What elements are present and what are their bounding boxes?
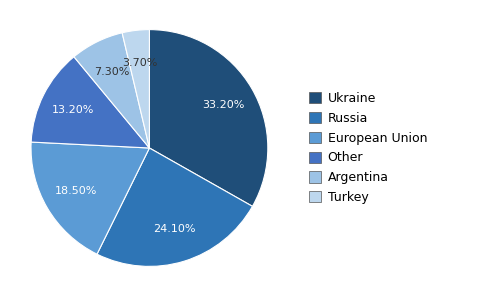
Text: 24.10%: 24.10%: [153, 224, 196, 234]
Legend: Ukraine, Russia, European Union, Other, Argentina, Turkey: Ukraine, Russia, European Union, Other, …: [305, 88, 431, 208]
Wedge shape: [31, 142, 149, 254]
Wedge shape: [122, 30, 149, 148]
Wedge shape: [149, 30, 268, 206]
Wedge shape: [97, 148, 253, 266]
Text: 13.20%: 13.20%: [52, 105, 94, 115]
Wedge shape: [31, 57, 149, 148]
Text: 3.70%: 3.70%: [122, 58, 157, 68]
Text: 33.20%: 33.20%: [202, 100, 244, 110]
Text: 18.50%: 18.50%: [55, 186, 97, 196]
Wedge shape: [74, 33, 149, 148]
Text: 7.30%: 7.30%: [94, 67, 129, 77]
